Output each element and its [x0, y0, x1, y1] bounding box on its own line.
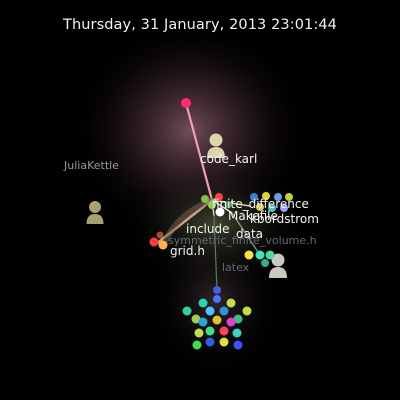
- file-node[interactable]: [212, 315, 222, 325]
- cluster-finite-difference: [250, 192, 293, 212]
- user-label-julia-kettle: JuliaKettle: [63, 159, 119, 172]
- file-label-finite-difference: finite_difference: [212, 197, 309, 211]
- person-silhouette-icon: [207, 133, 225, 158]
- file-node[interactable]: [280, 204, 288, 212]
- file-node[interactable]: [226, 298, 236, 308]
- file-node[interactable]: [233, 314, 243, 324]
- central-hub-nodes: [201, 193, 232, 217]
- file-node[interactable]: [181, 98, 191, 108]
- file-node[interactable]: [268, 204, 276, 212]
- file-node[interactable]: [274, 193, 282, 201]
- cluster-data: [244, 250, 275, 267]
- file-node[interactable]: [233, 340, 243, 350]
- file-node[interactable]: [250, 193, 258, 201]
- file-node[interactable]: [198, 317, 208, 327]
- file-node[interactable]: [158, 240, 168, 250]
- file-node[interactable]: [213, 295, 221, 303]
- file-node[interactable]: [232, 328, 242, 338]
- file-label-symmetric-finite-volume: symmetric_finite_volume.h: [168, 234, 317, 247]
- file-node[interactable]: [261, 259, 269, 267]
- file-node[interactable]: [219, 337, 229, 347]
- file-node[interactable]: [219, 326, 229, 336]
- file-node[interactable]: [213, 286, 221, 294]
- file-node[interactable]: [156, 231, 164, 239]
- avatar-kbordstrom[interactable]: [269, 253, 287, 279]
- file-node[interactable]: [191, 314, 201, 324]
- file-node[interactable]: [226, 317, 236, 327]
- file-node[interactable]: [192, 340, 202, 350]
- file-label-grid: grid.h: [170, 244, 205, 258]
- edge-line: [211, 199, 251, 207]
- cluster-grid: [149, 231, 168, 250]
- edge-line: [213, 215, 218, 291]
- file-node[interactable]: [149, 237, 159, 247]
- person-silhouette-icon: [86, 201, 104, 224]
- person-silhouette-icon: [269, 253, 287, 278]
- edge-line: [231, 212, 259, 253]
- file-label-latex: latex: [222, 261, 250, 274]
- file-node[interactable]: [262, 192, 270, 200]
- file-node[interactable]: [224, 201, 232, 209]
- avatar-code-karl[interactable]: [207, 133, 225, 159]
- file-node[interactable]: [242, 306, 252, 316]
- cluster-bottom: [182, 286, 252, 350]
- edge-line: [184, 101, 214, 202]
- file-node[interactable]: [219, 306, 229, 316]
- file-node[interactable]: [205, 306, 215, 316]
- file-node[interactable]: [285, 193, 293, 201]
- file-node[interactable]: [205, 337, 215, 347]
- file-node[interactable]: [215, 207, 225, 217]
- file-node[interactable]: [255, 250, 265, 260]
- file-label-makefile: Makefile: [228, 209, 278, 223]
- file-node[interactable]: [215, 193, 223, 201]
- file-node[interactable]: [198, 298, 208, 308]
- user-label-kbordstrom: kbordstrom: [250, 212, 319, 226]
- file-node[interactable]: [194, 328, 204, 338]
- file-label-data: data: [236, 227, 263, 241]
- avatar-julia-kettle[interactable]: [86, 201, 104, 224]
- user-label-code-karl: code_karl: [200, 152, 257, 166]
- file-node[interactable]: [182, 306, 192, 316]
- file-node[interactable]: [208, 201, 216, 209]
- edge-line: [211, 199, 233, 214]
- file-node[interactable]: [256, 203, 264, 211]
- file-node[interactable]: [201, 195, 209, 203]
- file-node[interactable]: [244, 250, 254, 260]
- file-label-include: include: [186, 222, 229, 236]
- file-node[interactable]: [205, 326, 215, 336]
- file-node[interactable]: [265, 250, 275, 260]
- timestamp-label: Thursday, 31 January, 2013 23:01:44: [62, 17, 338, 33]
